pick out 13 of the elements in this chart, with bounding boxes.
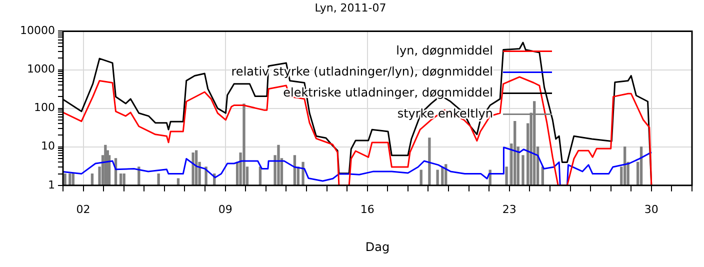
x-tick-label: 23 [502,202,516,216]
legend-label: lyn, døgnmiddel [396,43,493,58]
y-tick-label: 1000 [27,62,55,76]
x-tick-label: 16 [360,202,374,216]
x-tick-label: 30 [644,202,658,216]
x-axis-title: Dag [365,240,390,254]
chart-title: Lyn, 2011-07 [314,1,386,14]
y-tick-label: 100 [34,101,55,114]
y-tick-label: 10000 [20,24,55,38]
x-tick-label: 02 [76,202,90,216]
x-tick-label: 09 [218,202,232,216]
y-tick-label: 1 [48,178,55,192]
y-tick-label: 10 [41,140,55,153]
